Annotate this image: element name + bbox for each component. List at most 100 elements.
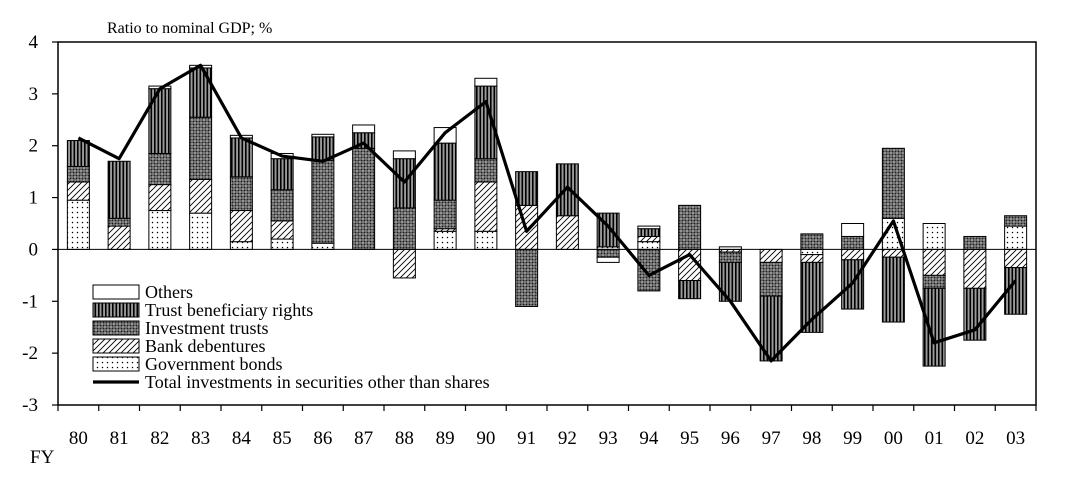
bar-segment-88-others bbox=[393, 151, 415, 159]
bar-segment-96-investment-trusts bbox=[719, 252, 741, 262]
x-tick-label-84: 84 bbox=[232, 428, 252, 449]
bar-segment-82-government-bonds bbox=[149, 211, 171, 250]
bar-segment-99-others bbox=[842, 224, 864, 237]
x-tick-label-96: 96 bbox=[721, 428, 740, 449]
bar-segment-84-bank-debentures bbox=[230, 211, 252, 242]
x-tick-label-02: 02 bbox=[965, 428, 984, 449]
bar-segment-89-government-bonds bbox=[434, 231, 456, 249]
bar-segment-97-investment-trusts bbox=[760, 262, 782, 296]
bar-segment-81-bank-debentures bbox=[108, 226, 130, 249]
legend-swatch-investment-trusts bbox=[93, 321, 139, 335]
bar-segment-82-trust-beneficiary-rights bbox=[149, 89, 171, 154]
bar-segment-82-bank-debentures bbox=[149, 185, 171, 211]
bar-segment-94-government-bonds bbox=[638, 242, 660, 250]
bar-segment-80-government-bonds bbox=[67, 200, 89, 249]
bar-segment-92-bank-debentures bbox=[556, 216, 578, 250]
bar-segment-00-bank-debentures bbox=[882, 249, 904, 257]
legend-label-bank-debentures: Bank debentures bbox=[145, 336, 265, 356]
bar-segment-98-investment-trusts bbox=[801, 234, 823, 250]
bar-segment-88-investment-trusts bbox=[393, 208, 415, 249]
x-axis-label: FY bbox=[30, 447, 55, 468]
bar-segment-81-trust-beneficiary-rights bbox=[108, 161, 130, 218]
x-tick-label-01: 01 bbox=[925, 428, 944, 449]
legend-swatch-others bbox=[93, 285, 139, 299]
bar-segment-00-investment-trusts bbox=[882, 148, 904, 218]
bar-segment-86-investment-trusts bbox=[312, 160, 334, 243]
bar-segment-03-investment-trusts bbox=[1005, 216, 1027, 226]
bar-segment-03-government-bonds bbox=[1005, 226, 1027, 249]
bar-segment-94-others bbox=[638, 226, 660, 229]
bar-segment-81-investment-trusts bbox=[108, 218, 130, 226]
y-tick-label: 2 bbox=[29, 136, 39, 157]
bar-segment-84-government-bonds bbox=[230, 242, 252, 250]
bar-segment-82-investment-trusts bbox=[149, 153, 171, 184]
bar-segment-97-bank-debentures bbox=[760, 249, 782, 262]
x-tick-label-98: 98 bbox=[802, 428, 821, 449]
bar-segment-80-bank-debentures bbox=[67, 182, 89, 200]
bar-segment-90-investment-trusts bbox=[475, 159, 497, 182]
bar-segment-02-bank-debentures bbox=[964, 249, 986, 288]
legend-label-total-line: Total investments in securities other th… bbox=[145, 372, 490, 392]
x-tick-label-00: 00 bbox=[884, 428, 903, 449]
bar-segment-93-investment-trusts bbox=[597, 249, 619, 257]
bar-segment-98-trust-beneficiary-rights bbox=[801, 262, 823, 332]
bar-segment-02-investment-trusts bbox=[964, 236, 986, 249]
y-tick-label: 3 bbox=[29, 84, 39, 105]
bar-segment-84-investment-trusts bbox=[230, 177, 252, 211]
bar-segment-87-others bbox=[353, 125, 375, 133]
bar-segment-94-bank-debentures bbox=[638, 236, 660, 241]
x-tick-label-97: 97 bbox=[762, 428, 781, 449]
bar-segment-85-investment-trusts bbox=[271, 190, 293, 221]
bar-segment-89-investment-trusts bbox=[434, 200, 456, 229]
bar-segment-90-government-bonds bbox=[475, 231, 497, 249]
bar-segment-85-bank-debentures bbox=[271, 221, 293, 239]
x-tick-label-99: 99 bbox=[843, 428, 862, 449]
x-tick-label-87: 87 bbox=[354, 428, 373, 449]
bar-segment-89-trust-beneficiary-rights bbox=[434, 143, 456, 200]
bar-segment-86-others bbox=[312, 134, 334, 137]
bar-segment-98-bank-debentures bbox=[801, 255, 823, 263]
legend-label-government-bonds: Government bonds bbox=[145, 354, 282, 374]
y-tick-label: -1 bbox=[22, 291, 38, 312]
x-tick-label-90: 90 bbox=[476, 428, 495, 449]
x-tick-label-86: 86 bbox=[313, 428, 332, 449]
bar-segment-84-trust-beneficiary-rights bbox=[230, 138, 252, 177]
bar-segment-03-bank-debentures bbox=[1005, 249, 1027, 267]
x-tick-label-95: 95 bbox=[680, 428, 699, 449]
x-tick-label-80: 80 bbox=[69, 428, 88, 449]
x-tick-label-03: 03 bbox=[1006, 428, 1025, 449]
bar-segment-83-bank-debentures bbox=[190, 179, 212, 213]
legend-label-investment-trusts: Investment trusts bbox=[145, 318, 269, 338]
legend-swatch-government-bonds bbox=[93, 357, 139, 371]
x-tick-label-81: 81 bbox=[110, 428, 129, 449]
x-tick-label-83: 83 bbox=[191, 428, 210, 449]
bar-segment-90-bank-debentures bbox=[475, 182, 497, 231]
bar-segment-01-government-bonds bbox=[923, 224, 945, 250]
x-tick-label-93: 93 bbox=[599, 428, 618, 449]
bar-segment-83-government-bonds bbox=[190, 213, 212, 249]
bar-segment-87-investment-trusts bbox=[353, 148, 375, 249]
bar-segment-80-investment-trusts bbox=[67, 166, 89, 182]
y-tick-label: 1 bbox=[29, 188, 39, 209]
bar-segment-01-trust-beneficiary-rights bbox=[923, 288, 945, 366]
bar-segment-93-others bbox=[597, 257, 619, 262]
bar-segment-90-others bbox=[475, 78, 497, 86]
x-tick-label-89: 89 bbox=[436, 428, 455, 449]
bar-segment-91-trust-beneficiary-rights bbox=[516, 172, 538, 206]
bar-segment-85-government-bonds bbox=[271, 239, 293, 249]
unit-label: Ratio to nominal GDP; % bbox=[107, 20, 272, 37]
y-tick-label: 0 bbox=[29, 239, 39, 260]
bar-segment-99-investment-trusts bbox=[842, 236, 864, 249]
x-tick-label-92: 92 bbox=[558, 428, 577, 449]
bar-segment-00-trust-beneficiary-rights bbox=[882, 257, 904, 322]
bar-segment-80-trust-beneficiary-rights bbox=[67, 141, 89, 167]
bar-segment-96-trust-beneficiary-rights bbox=[719, 262, 741, 301]
bar-segment-83-investment-trusts bbox=[190, 117, 212, 179]
x-tick-label-94: 94 bbox=[639, 428, 659, 449]
legend-label-others: Others bbox=[145, 282, 193, 302]
x-tick-label-82: 82 bbox=[150, 428, 169, 449]
x-tick-label-88: 88 bbox=[395, 428, 414, 449]
